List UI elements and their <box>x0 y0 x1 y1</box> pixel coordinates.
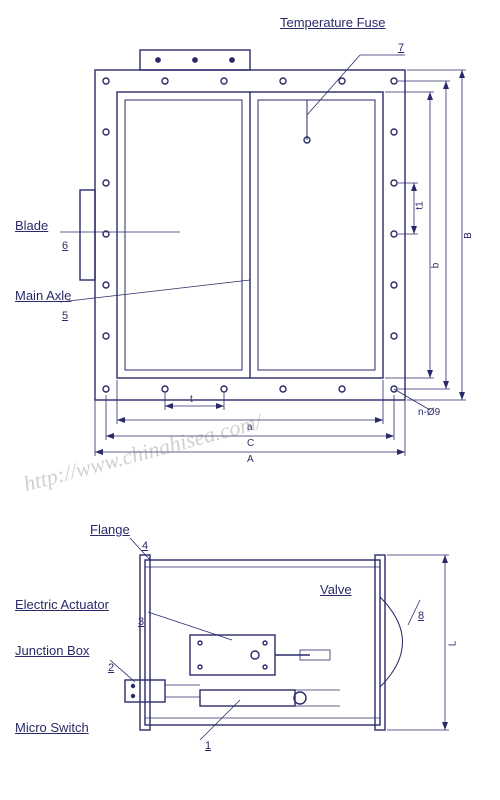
dim-B: B <box>463 232 474 239</box>
dim-t: t <box>190 394 193 405</box>
label-temperature-fuse: Temperature Fuse <box>280 15 386 30</box>
ref-5: 5 <box>62 310 68 322</box>
label-electric-actuator: Electric Actuator <box>15 597 109 612</box>
label-micro-switch: Micro Switch <box>15 720 89 735</box>
label-blade: Blade <box>15 218 48 233</box>
ref-1: 1 <box>205 740 211 752</box>
ref-2: 2 <box>108 662 114 674</box>
ref-3: 3 <box>138 616 144 628</box>
ref-6: 6 <box>62 240 68 252</box>
ref-8: 8 <box>418 610 424 622</box>
dim-t1: t1 <box>415 201 426 209</box>
technical-drawing <box>0 0 500 800</box>
dim-a: a <box>247 422 253 433</box>
ref-7: 7 <box>398 42 404 54</box>
dim-nphi9: n-Ø9 <box>418 407 440 418</box>
label-valve: Valve <box>320 582 352 597</box>
label-main-axle: Main Axle <box>15 288 71 303</box>
dim-C: C <box>247 438 254 449</box>
dim-A: A <box>247 454 254 465</box>
ref-4: 4 <box>142 540 148 552</box>
label-junction-box: Junction Box <box>15 643 89 658</box>
diagram-container: Temperature Fuse 7 Blade 6 Main Axle 5 A… <box>0 0 500 800</box>
dim-L: L <box>447 641 458 647</box>
dim-b: b <box>430 263 441 269</box>
label-flange: Flange <box>90 522 130 537</box>
